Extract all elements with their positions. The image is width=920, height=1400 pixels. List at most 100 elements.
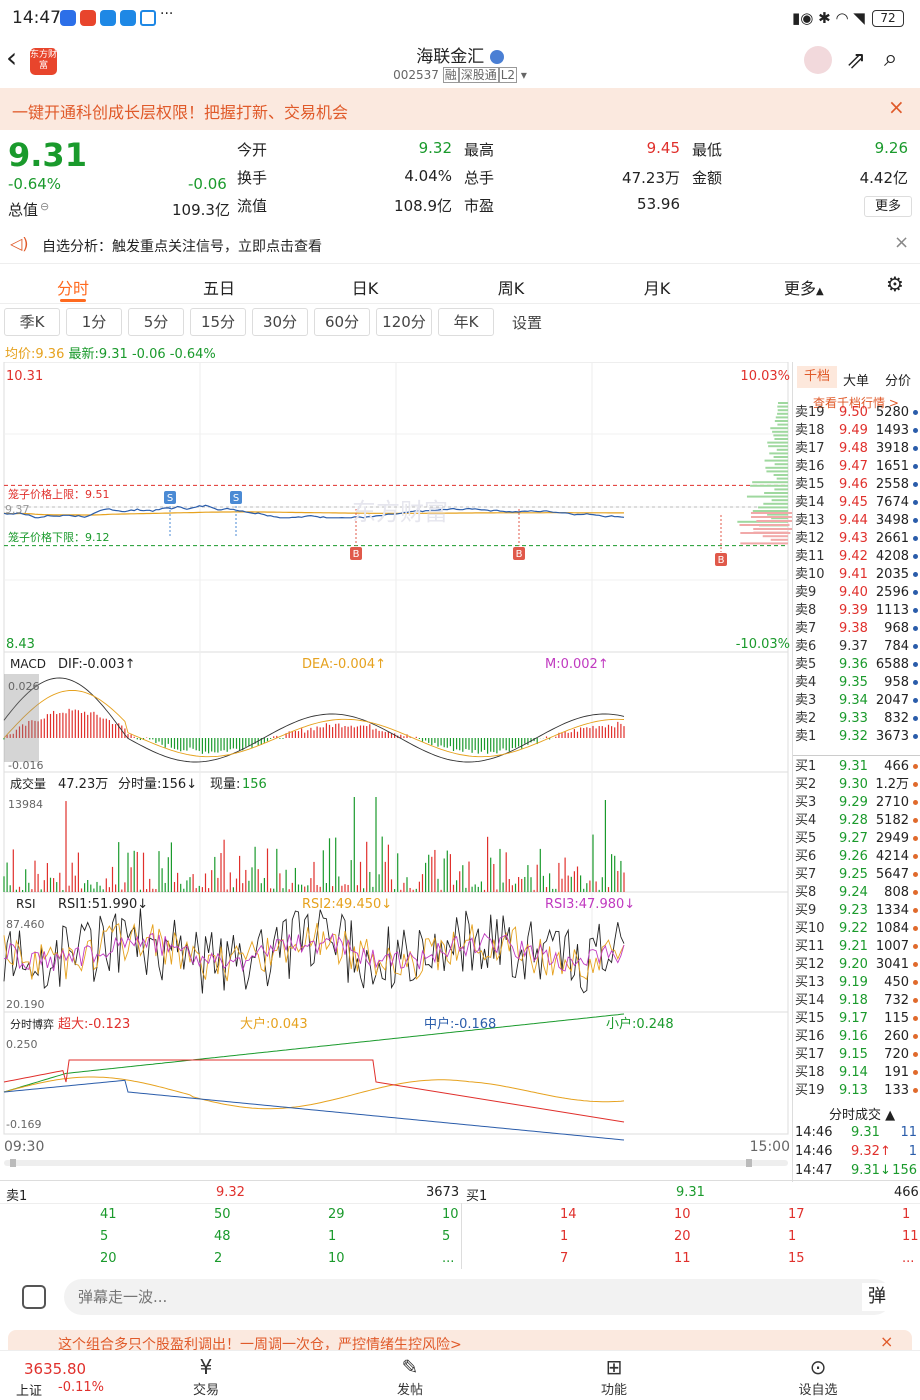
trade-volume: 11 [900,1125,917,1140]
kline-tab-3[interactable]: 15分 [190,308,246,336]
rsi1-label: RSI1:51.990↓ [58,897,148,912]
share-icon[interactable]: ⇗ [846,46,867,74]
dif-line [3,677,625,763]
dot-icon [913,908,918,913]
level-price: 9.19 [839,975,868,990]
order-book-link[interactable]: 查看千档行情 > [813,396,899,410]
functions-button[interactable]: ⊞ 功能 [574,1355,654,1398]
more-button[interactable]: 更多 [864,196,912,217]
back-icon[interactable]: ‹ [6,41,18,74]
close-icon[interactable]: × [894,232,910,253]
danmu-toggle-icon[interactable] [22,1285,46,1309]
volume-label: 成交量 [10,776,46,791]
kline-tab-6[interactable]: 120分 [376,308,432,336]
level-volume: 1007 [875,939,909,954]
tab-order-book[interactable]: 千档 [797,366,837,388]
tab-intraday[interactable]: 分时 [56,279,89,298]
verified-icon [489,50,504,64]
close-icon[interactable]: × [880,1332,894,1351]
queue-cell: 14 [560,1207,577,1222]
logo-icon[interactable]: 东方财富 [30,48,57,75]
info-icon[interactable]: ⊖ [40,200,50,213]
order-book-row: 买3 9.29 2710 [793,794,920,812]
trade-row: 14:46 9.32↑ 1 [793,1143,920,1161]
tab-indicator [60,299,86,302]
add-watchlist-button[interactable]: ⊙ 设自选 [778,1355,858,1398]
tab-more[interactable]: 更多▲ [784,279,824,298]
gear-icon[interactable]: ⚙ [886,272,904,296]
tab-price-dist[interactable]: 分价 [885,374,912,389]
level-price: 9.46 [839,477,868,492]
kline-tab-1[interactable]: 1分 [66,308,122,336]
sell-marker [164,491,176,504]
grid-icon: ⊞ [605,1355,623,1379]
queue-cell: ... [442,1251,455,1266]
order-book-row: 卖18 9.49 1493 [793,422,920,440]
avatar-icon[interactable] [804,46,832,74]
depth-bar [771,517,788,520]
trade-time: 14:47 [795,1163,833,1178]
signal-hint[interactable]: ◁) 自选分析：触发重点关注信号，立即点击查看 × [0,226,920,264]
promo-banner[interactable]: 一键开通科创成长层权限！把握打新、交易机会 × [0,88,920,130]
trade-price: 9.31 [851,1125,880,1140]
intraday-chart[interactable]: S S B B B 10.31 8.43 10.03% -10.03% 笼子价格上限：9.51 笼… [0,361,807,1172]
current-volume: 156 [242,777,267,792]
queue-cell: 50 [214,1207,231,1222]
sell1-price: 9.32 [216,1185,245,1200]
quote-value: 4.42亿 [859,169,908,187]
latest-price: 9.31 [98,347,128,362]
order-book-row: 卖4 9.35 958 [793,674,920,692]
depth-bar [774,488,788,491]
depth-bar [765,466,788,469]
tab-big-order[interactable]: 大单 [843,374,870,389]
tab-daily[interactable]: 日K [351,279,379,298]
dot-icon [913,410,918,415]
level-label: 卖14 [795,495,825,510]
search-icon[interactable]: ⌕ [884,44,898,72]
depth-bar [775,416,788,419]
buy-marker [715,553,727,566]
post-button[interactable]: ✎ 发帖 [370,1355,450,1398]
level-volume: 5182 [875,813,909,828]
index-value[interactable]: 3635.80 [24,1360,87,1378]
buy-marker-label: B [353,549,360,560]
m-label: M:0.002↑ [545,657,609,672]
trade-time: 14:46 [795,1144,833,1159]
level-label: 买4 [795,813,817,828]
level-price: 9.41 [839,567,868,582]
close-icon[interactable]: × [888,95,905,119]
depth-bar [773,456,788,458]
depth-bar [740,532,791,534]
kline-tab-4[interactable]: 30分 [252,308,308,336]
kline-tab-0[interactable]: 季K [4,308,60,336]
danmu-input[interactable] [64,1279,892,1315]
order-book-row: 卖16 9.47 1651 [793,458,920,476]
danmu-send-button[interactable]: 弹 [862,1283,892,1311]
kline-tab-2[interactable]: 5分 [128,308,184,336]
level-price: 9.44 [839,513,868,528]
notice-banner[interactable]: 这个组合多只个股盈利调出！一周调一次仓，严控情绪生控风险> × [8,1330,912,1352]
kline-tab-5[interactable]: 60分 [314,308,370,336]
big-flow-label: 大户:0.043 [240,1016,308,1032]
tab-monthly[interactable]: 月K [643,279,671,298]
cage-upper-label: 笼子价格上限：9.51 [8,487,110,501]
trade-button[interactable]: ¥ 交易 [166,1355,246,1398]
small-flow-line [3,1013,625,1093]
level-label: 买18 [795,1065,825,1080]
tab-weekly[interactable]: 周K [497,279,525,298]
order-book-row: 卖15 9.46 2558 [793,476,920,494]
quote-label: 市盈 [464,197,495,215]
level-price: 9.13 [839,1083,868,1098]
level-volume: 832 [884,711,909,726]
trade-volume: 1 [908,1144,917,1159]
dot-icon [913,962,918,967]
dot-icon [913,698,918,703]
kline-tab-7[interactable]: 年K [438,308,494,336]
kline-tab-8[interactable]: 设置 [512,314,543,332]
tab-5day[interactable]: 五日 [202,279,235,298]
big-flow-line [3,1076,625,1110]
total-value-label: 总值 [8,201,39,219]
chart-area[interactable]: S S B B B 10.31 8.43 10.03% -10.03% 笼子价格上限：9.51 笼… [0,361,807,1172]
level-volume: 784 [884,639,909,654]
level-price: 9.39 [839,603,868,618]
